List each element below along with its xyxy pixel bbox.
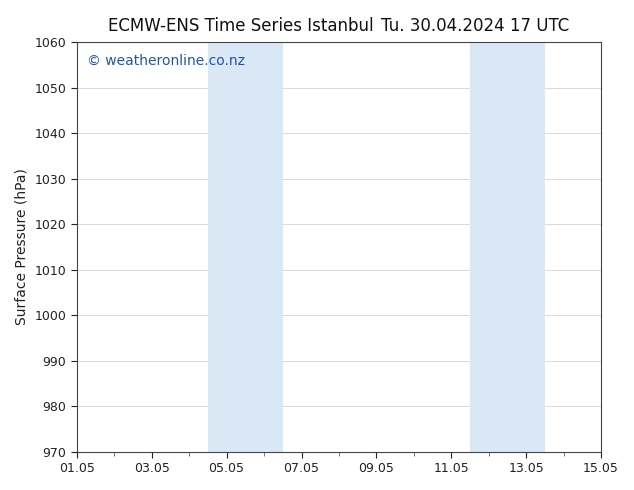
Y-axis label: Surface Pressure (hPa): Surface Pressure (hPa) <box>15 169 29 325</box>
Bar <box>470 42 545 452</box>
Text: © weatheronline.co.nz: © weatheronline.co.nz <box>87 54 245 68</box>
Bar <box>208 42 283 452</box>
Text: ECMW-ENS Time Series Istanbul: ECMW-ENS Time Series Istanbul <box>108 17 373 35</box>
Text: Tu. 30.04.2024 17 UTC: Tu. 30.04.2024 17 UTC <box>382 17 569 35</box>
